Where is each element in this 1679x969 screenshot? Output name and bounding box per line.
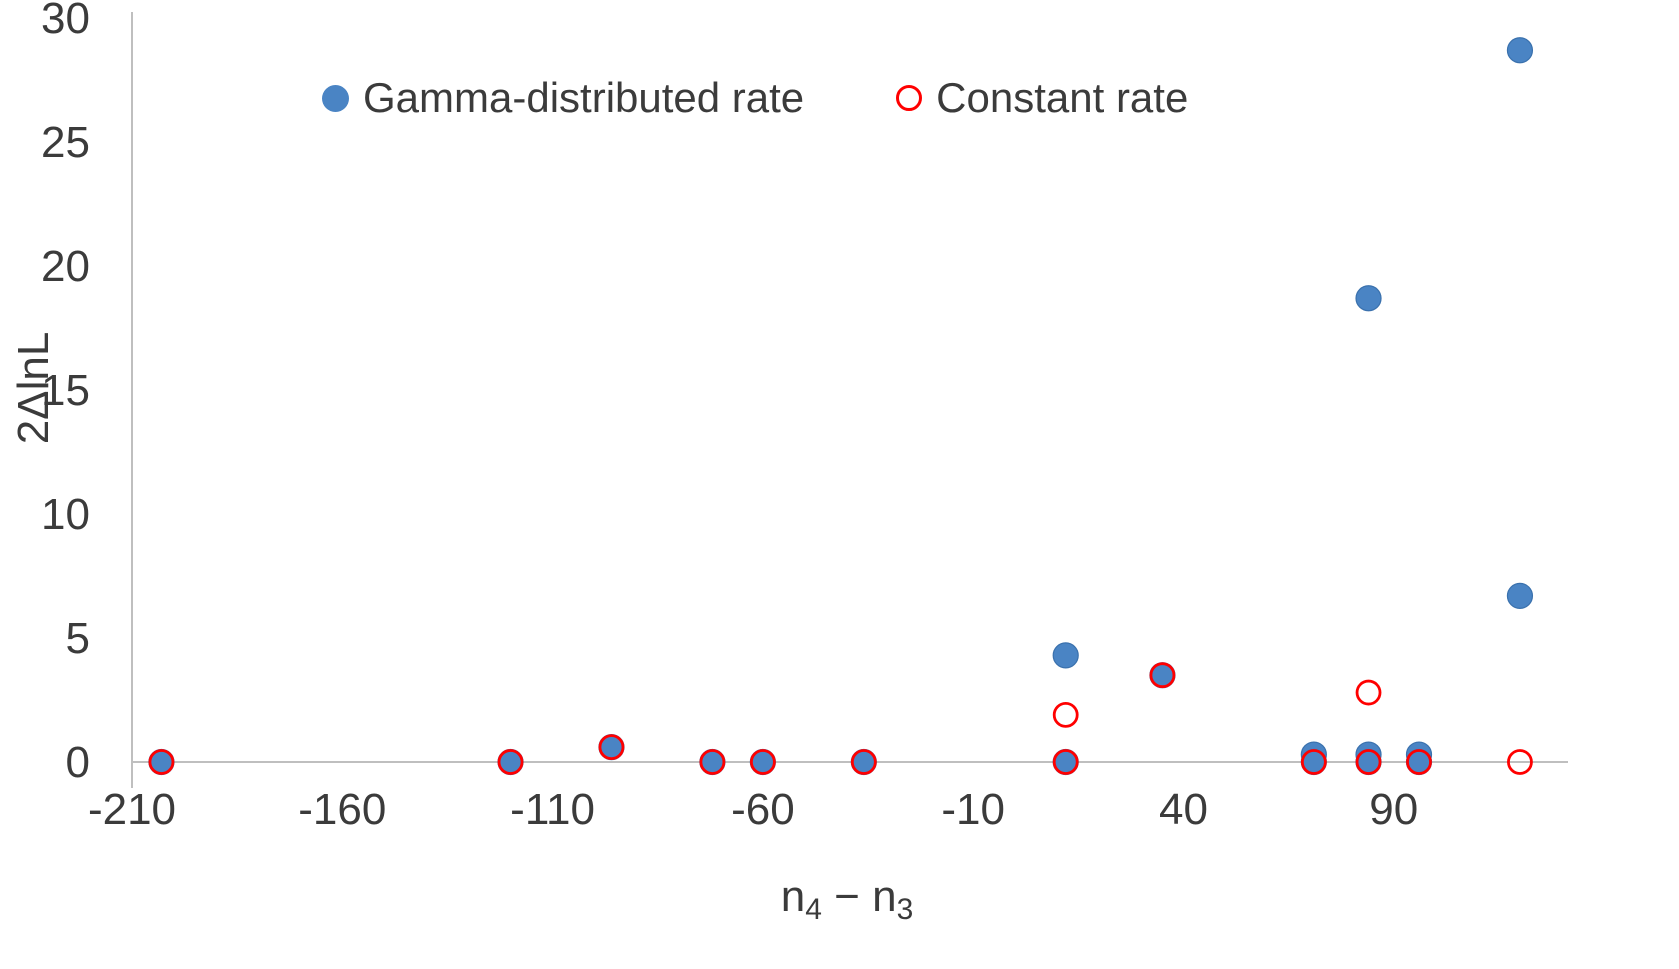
data-point-gamma (1355, 285, 1382, 312)
data-point-constant (1052, 701, 1079, 728)
x-tick-label: -10 (941, 785, 1005, 834)
data-point-constant (699, 749, 726, 775)
x-axis-title: n4 − n3 (780, 872, 914, 926)
x-tick-label: -210 (88, 785, 176, 834)
data-point-constant (1149, 662, 1176, 689)
y-tick-label: 25 (41, 118, 90, 167)
legend-label-constant: Constant rate (936, 74, 1189, 121)
data-point-constant (497, 749, 524, 775)
data-point-constant (749, 749, 776, 775)
data-point-gamma (1506, 582, 1534, 609)
data-point-constant (1406, 749, 1432, 775)
legend-item-constant: Constant rate (896, 74, 1188, 122)
data-point-constant (850, 749, 877, 775)
data-point-gamma (1052, 642, 1079, 669)
data-point-constant (1355, 679, 1382, 706)
y-tick-label: 0 (66, 738, 90, 787)
x-tick-label: -160 (298, 785, 386, 834)
x-tick-label: -110 (510, 785, 595, 834)
legend: Gamma-distributed rate Constant rate (322, 74, 1188, 122)
data-point-gamma (1506, 37, 1534, 64)
data-point-constant (598, 734, 625, 761)
data-point-constant (1507, 749, 1533, 775)
open-circle-icon (896, 85, 923, 111)
x-tick-label: 40 (1159, 785, 1208, 834)
legend-item-gamma: Gamma-distributed rate (322, 74, 804, 122)
y-axis-title: 2ΔlnL (9, 331, 58, 445)
data-point-constant (1355, 749, 1382, 775)
x-tick-label: -60 (731, 785, 795, 834)
data-point-constant (1300, 749, 1327, 775)
legend-label-gamma: Gamma-distributed rate (363, 74, 805, 121)
y-tick-label: 30 (41, 0, 90, 43)
filled-circle-icon (322, 84, 349, 112)
data-point-constant (148, 749, 175, 775)
y-tick-label: 15 (41, 366, 90, 415)
x-tick-label: 90 (1369, 785, 1418, 834)
y-tick-label: 20 (41, 242, 90, 291)
y-tick-label: 10 (41, 490, 90, 539)
data-point-constant (1052, 749, 1079, 775)
y-tick-label: 5 (66, 614, 90, 663)
